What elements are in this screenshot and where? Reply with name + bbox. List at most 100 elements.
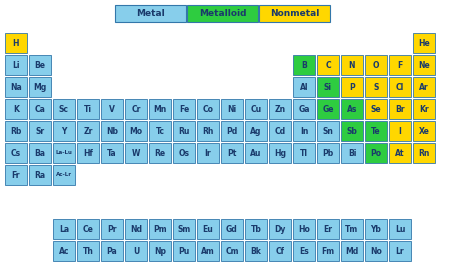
Text: Am: Am xyxy=(201,247,215,256)
Bar xyxy=(293,241,315,261)
Bar xyxy=(149,241,171,261)
Bar xyxy=(341,219,363,239)
Text: Cm: Cm xyxy=(225,247,239,256)
Bar xyxy=(77,219,99,239)
Text: Sr: Sr xyxy=(36,127,45,135)
Text: Th: Th xyxy=(82,247,93,256)
Bar xyxy=(341,99,363,119)
Bar xyxy=(29,165,51,185)
Text: Br: Br xyxy=(395,105,405,114)
Bar xyxy=(317,143,339,163)
Bar xyxy=(77,121,99,141)
Bar xyxy=(317,77,339,97)
Text: Ti: Ti xyxy=(84,105,92,114)
Text: Nd: Nd xyxy=(130,225,142,234)
Bar xyxy=(413,55,435,75)
Text: Tl: Tl xyxy=(300,148,308,157)
Bar xyxy=(101,219,123,239)
Bar xyxy=(365,241,387,261)
Bar xyxy=(101,143,123,163)
Text: Kr: Kr xyxy=(419,105,429,114)
Bar xyxy=(365,121,387,141)
Bar xyxy=(77,241,99,261)
Text: Lr: Lr xyxy=(396,247,404,256)
Text: As: As xyxy=(347,105,357,114)
Text: Ir: Ir xyxy=(205,148,211,157)
Text: P: P xyxy=(349,82,355,92)
Text: Ce: Ce xyxy=(82,225,93,234)
Text: Cr: Cr xyxy=(131,105,141,114)
Text: Ne: Ne xyxy=(418,60,430,69)
Text: C: C xyxy=(325,60,331,69)
Bar xyxy=(269,241,291,261)
Text: Cl: Cl xyxy=(396,82,404,92)
Bar xyxy=(389,219,411,239)
Text: B: B xyxy=(301,60,307,69)
Bar xyxy=(389,55,411,75)
Bar xyxy=(5,33,27,53)
Bar xyxy=(29,143,51,163)
Bar xyxy=(221,219,243,239)
Bar xyxy=(29,55,51,75)
Text: Md: Md xyxy=(346,247,359,256)
Bar xyxy=(245,241,267,261)
Bar xyxy=(221,121,243,141)
Bar xyxy=(389,241,411,261)
Text: Cu: Cu xyxy=(250,105,262,114)
Bar xyxy=(269,143,291,163)
Text: Po: Po xyxy=(371,148,382,157)
Bar xyxy=(53,143,75,163)
Bar xyxy=(29,99,51,119)
Bar xyxy=(341,121,363,141)
Bar xyxy=(413,33,435,53)
Bar xyxy=(53,241,75,261)
Bar xyxy=(173,121,195,141)
Bar xyxy=(29,121,51,141)
Text: Sn: Sn xyxy=(323,127,333,135)
Text: Pa: Pa xyxy=(107,247,118,256)
Text: Pt: Pt xyxy=(228,148,237,157)
Text: Cf: Cf xyxy=(275,247,284,256)
Text: Bk: Bk xyxy=(251,247,262,256)
Text: V: V xyxy=(109,105,115,114)
Text: Lu: Lu xyxy=(395,225,405,234)
Text: Ru: Ru xyxy=(178,127,190,135)
Bar xyxy=(341,55,363,75)
Bar xyxy=(5,99,27,119)
Text: He: He xyxy=(418,39,430,48)
Text: Es: Es xyxy=(299,247,309,256)
Bar xyxy=(413,77,435,97)
Bar xyxy=(125,99,147,119)
Bar xyxy=(173,143,195,163)
Text: W: W xyxy=(132,148,140,157)
Text: Ac-Lr: Ac-Lr xyxy=(56,172,72,177)
Text: S: S xyxy=(374,82,379,92)
Text: Sc: Sc xyxy=(59,105,69,114)
Bar xyxy=(293,55,315,75)
Text: Sb: Sb xyxy=(346,127,357,135)
Text: Re: Re xyxy=(155,148,165,157)
Text: Ho: Ho xyxy=(298,225,310,234)
Bar xyxy=(389,143,411,163)
Text: Er: Er xyxy=(323,225,332,234)
Bar xyxy=(149,219,171,239)
Text: Pu: Pu xyxy=(178,247,190,256)
Text: Hf: Hf xyxy=(83,148,93,157)
Bar xyxy=(197,241,219,261)
Bar xyxy=(293,99,315,119)
Bar xyxy=(149,143,171,163)
Text: Gd: Gd xyxy=(226,225,238,234)
Bar xyxy=(5,55,27,75)
Bar xyxy=(413,143,435,163)
Bar xyxy=(259,5,330,22)
Text: Pr: Pr xyxy=(107,225,117,234)
Bar xyxy=(365,55,387,75)
Text: Ba: Ba xyxy=(35,148,46,157)
Bar xyxy=(5,77,27,97)
Bar xyxy=(365,77,387,97)
Text: Ar: Ar xyxy=(419,82,429,92)
Text: O: O xyxy=(373,60,379,69)
Bar xyxy=(197,219,219,239)
Text: Be: Be xyxy=(35,60,46,69)
Bar xyxy=(5,143,27,163)
